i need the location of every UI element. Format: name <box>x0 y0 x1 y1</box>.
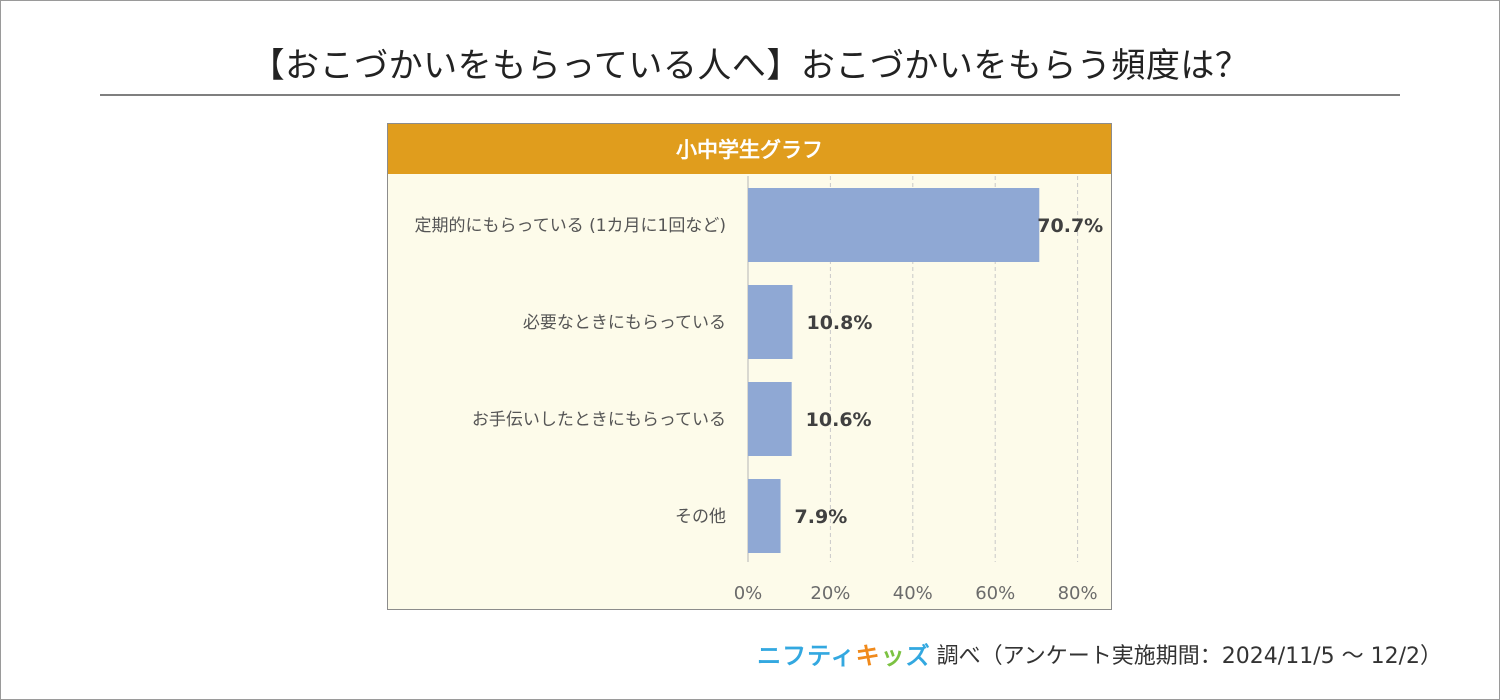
data-label: 70.7% <box>1037 215 1103 237</box>
x-tick-label: 40% <box>893 583 933 604</box>
category-label: お手伝いしたときにもらっている <box>472 410 726 430</box>
footer-source: ニフティキッズ 調べ（アンケート実施期間：2024/11/5 ～ 12/2） <box>757 636 1442 671</box>
brand-part2: キッズ <box>856 642 931 670</box>
brand-letter: キ <box>855 642 881 670</box>
title-divider <box>100 94 1400 96</box>
data-label: 10.6% <box>806 409 872 431</box>
page-title: 【おこづかいをもらっている人へ】おこづかいをもらう頻度は？ <box>250 46 1250 86</box>
brand-part1: ニフティ <box>757 642 856 670</box>
x-tick-label: 80% <box>1058 583 1098 604</box>
brand-letter: ズ <box>905 642 931 670</box>
category-label: 定期的にもらっている (1カ月に1回など) <box>415 216 726 236</box>
survey-note: 調べ（アンケート実施期間：2024/11/5 ～ 12/2） <box>936 643 1442 669</box>
x-tick-label: 60% <box>975 583 1015 604</box>
brand-logo: ニフティキッズ <box>757 636 931 671</box>
data-label: 10.8% <box>806 312 872 334</box>
category-label: その他 <box>675 507 726 527</box>
chart-panel: 小中学生グラフ 0% 20% 40% 60% 80% 定期的にもらっている (1カ月に1回… <box>387 123 1112 610</box>
brand-letter: ッ <box>880 642 906 670</box>
category-label: 必要なときにもらっている <box>523 313 726 333</box>
bar <box>748 382 792 456</box>
x-tick-label: 0% <box>734 583 763 604</box>
bar <box>748 285 793 359</box>
chart-header: 小中学生グラフ <box>388 124 1111 174</box>
bar-chart: 0% 20% 40% 60% 80% 定期的にもらっている (1カ月に1回など) 70.7%… <box>415 176 1103 604</box>
x-tick-label: 20% <box>810 583 850 604</box>
bar <box>748 188 1040 262</box>
bar <box>748 479 781 553</box>
data-label: 7.9% <box>795 506 848 528</box>
